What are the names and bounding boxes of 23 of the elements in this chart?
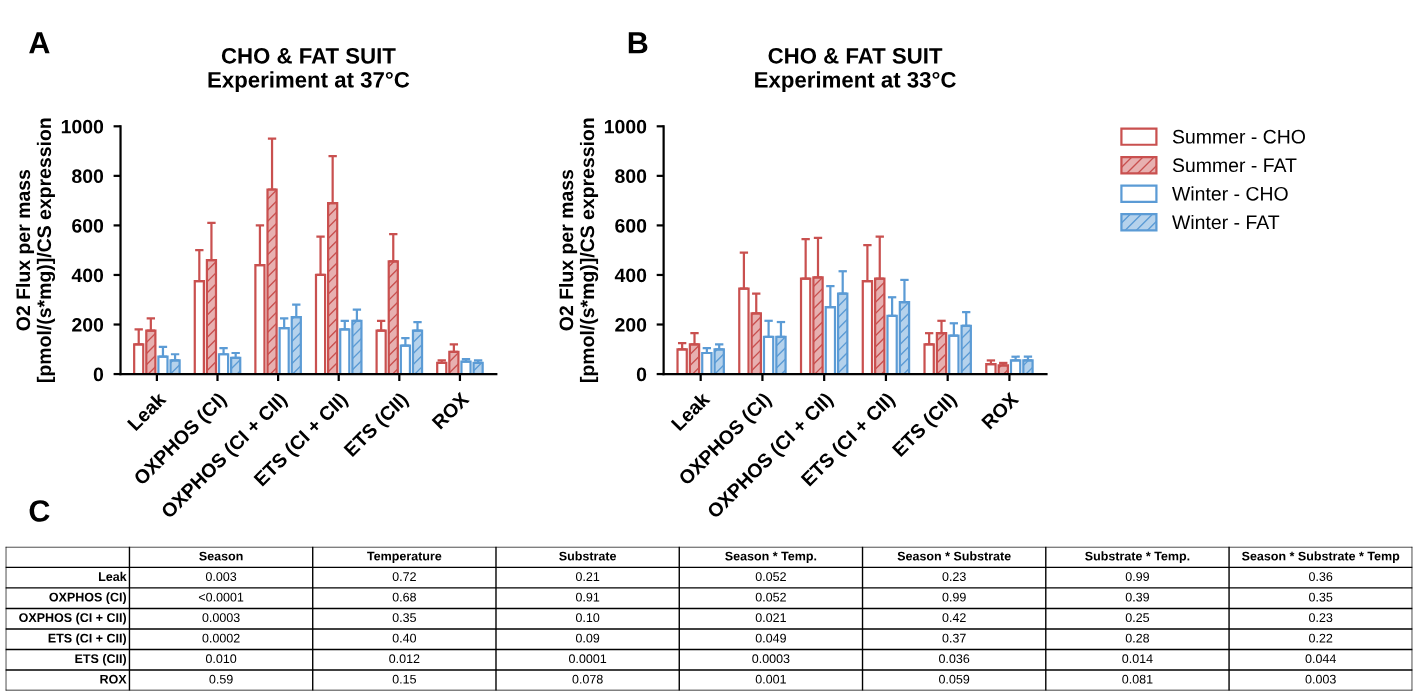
y-tick-label: 1000 [604,119,647,134]
text: A [29,32,50,54]
y-tick-label: 200 [615,317,647,332]
chart-title: CHO & FAT SUIT Experiment at 37°C [208,47,410,93]
y-tick-label: 600 [72,218,104,233]
chart-title: CHO & FAT SUIT Experiment at 33°C [755,47,956,93]
y-tick-label: 0 [93,367,104,382]
y-tick-label: 0 [636,367,647,382]
y-axis-title: O2 Flux per mass [pmol/(s*mg)]/CS expression [15,118,56,382]
legend-label: Winter - CHO [1172,186,1288,201]
legend-label: Summer - FAT [1172,158,1297,173]
text: B [628,32,648,54]
y-tick-label: 200 [72,317,104,332]
y-tick-label: 600 [615,218,647,233]
y-tick-label: 800 [615,169,647,184]
y-tick-label: 800 [72,169,104,184]
legend-label: Summer - CHO [1172,129,1305,144]
y-tick-label: 400 [614,268,647,283]
y-axis-title: O2 Flux per mass [pmol/(s*mg)]/CS expression [558,118,599,382]
y-tick-label: 1000 [61,119,104,134]
legend-label: Winter - FAT [1172,214,1280,230]
y-tick-label: 400 [71,268,104,283]
text: C [29,500,50,522]
